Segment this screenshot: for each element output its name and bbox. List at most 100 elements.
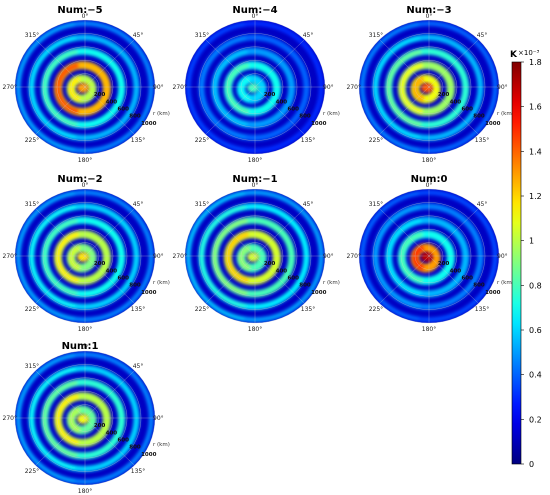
- radial-tick-label: 400: [276, 268, 288, 274]
- core-spot: [77, 83, 89, 93]
- angle-tick-label: 45°: [303, 201, 314, 208]
- radial-tick-label: 400: [106, 430, 118, 436]
- core-spot: [421, 83, 433, 93]
- ring-arc-3: [200, 205, 247, 308]
- grid-spoke: [35, 255, 86, 304]
- angle-tick-label: 135°: [131, 468, 145, 475]
- angle-tick-label: 225°: [25, 137, 39, 144]
- angle-tick-label: 45°: [133, 363, 144, 370]
- ring-arc-1: [55, 231, 80, 284]
- angle-tick-label: 225°: [195, 137, 209, 144]
- radial-axis-label: r (km): [153, 442, 170, 448]
- angle-tick-label: 225°: [369, 306, 383, 313]
- colorbar-scale: [511, 61, 522, 465]
- grid-spoke: [254, 208, 305, 257]
- ring-arc-2: [386, 49, 422, 127]
- angle-tick-label: 135°: [301, 137, 315, 144]
- ring-arc-3: [30, 367, 77, 470]
- radial-axis-label: r (km): [323, 280, 340, 286]
- panel-title: Num:−4: [232, 5, 277, 16]
- ring-arc-1: [399, 231, 424, 284]
- angle-tick-label: 135°: [131, 306, 145, 313]
- colorbar: 0 0.2 0.4 0.6 0.8 1 1.2 1.4 1.6 1.8 K ×10⁻³: [510, 49, 542, 469]
- angle-tick-label: 90°: [153, 84, 164, 91]
- ring-arc-2: [212, 49, 248, 127]
- grid-spoke: [428, 39, 479, 88]
- angle-tick-label: 180°: [422, 157, 436, 164]
- colorbar-tick-label: 0.6: [529, 326, 542, 335]
- ring-arc-2: [42, 49, 78, 127]
- grid-spoke: [379, 255, 430, 304]
- panel-title: Num:−5: [57, 5, 102, 16]
- radial-tick-label: 800: [129, 114, 141, 120]
- panel-title: Num:0: [411, 174, 448, 185]
- colorbar-tick-label: 1.8: [529, 58, 542, 67]
- polar-panel-3: Num:−20° 45° 90° 135° 180° 225° 270° 315° 200400…: [3, 174, 170, 333]
- radial-tick-label: 400: [106, 99, 118, 105]
- grid-spoke: [84, 417, 135, 466]
- radial-tick-label: 800: [299, 283, 311, 289]
- angle-tick-label: 270°: [3, 253, 17, 260]
- radial-tick-label: 400: [106, 268, 118, 274]
- polar-panel-1: Num:−40° 45° 90° 135° 180° 225° 270° 315° 200400…: [173, 5, 340, 164]
- grid-spoke: [205, 86, 256, 135]
- angle-tick-label: 180°: [248, 157, 262, 164]
- radial-tick-label: 200: [438, 92, 450, 98]
- radial-tick-label: 200: [438, 261, 450, 267]
- grid-spoke: [428, 86, 479, 135]
- angle-tick-label: 90°: [153, 253, 164, 260]
- radial-axis-label: r (km): [153, 111, 170, 117]
- colorbar-tick-label: 0: [529, 460, 534, 469]
- angle-tick-label: 315°: [369, 32, 383, 39]
- angle-tick-label: 270°: [347, 84, 361, 91]
- colorbar-tick-label: 0.4: [529, 371, 542, 380]
- radial-tick-label: 600: [117, 107, 129, 113]
- core-spot: [421, 252, 433, 262]
- angle-tick-label: 90°: [497, 253, 508, 260]
- radial-tick-label: 1000: [141, 290, 156, 296]
- radial-axis-label: r (km): [153, 280, 170, 286]
- radial-tick-label: 600: [117, 276, 129, 282]
- ring-arc-2: [42, 380, 78, 458]
- grid-spoke: [84, 255, 135, 304]
- grid-spoke: [428, 208, 479, 257]
- radial-tick-label: 800: [299, 114, 311, 120]
- grid-spoke: [84, 86, 135, 135]
- angle-tick-label: 180°: [78, 326, 92, 333]
- radial-tick-label: 400: [276, 99, 288, 105]
- grid-spoke: [379, 86, 430, 135]
- angle-tick-label: 225°: [25, 468, 39, 475]
- radial-tick-label: 600: [461, 107, 473, 113]
- radial-tick-label: 1000: [311, 290, 326, 296]
- core-spot: [247, 83, 259, 93]
- angle-tick-label: 180°: [422, 326, 436, 333]
- colorbar-tick-label: 1: [529, 237, 534, 246]
- grid-spoke: [379, 39, 430, 88]
- angle-tick-label: 315°: [25, 32, 39, 39]
- angle-tick-label: 0°: [252, 13, 259, 20]
- radial-tick-label: 600: [287, 276, 299, 282]
- angle-tick-label: 135°: [131, 137, 145, 144]
- angle-tick-label: 90°: [323, 253, 334, 260]
- angle-tick-label: 45°: [133, 201, 144, 208]
- angle-tick-label: 135°: [301, 306, 315, 313]
- grid-spoke: [254, 39, 305, 88]
- angle-tick-label: 270°: [173, 253, 187, 260]
- radial-tick-label: 600: [117, 438, 129, 444]
- radial-tick-label: 600: [287, 107, 299, 113]
- radial-tick-label: 800: [129, 445, 141, 451]
- grid-spoke: [84, 39, 135, 88]
- grid-spoke: [35, 208, 86, 257]
- ring-arc-1: [55, 393, 80, 446]
- grid-spoke: [205, 255, 256, 304]
- angle-tick-label: 180°: [78, 157, 92, 164]
- ring-arc-3: [374, 205, 421, 308]
- grid-spoke: [84, 208, 135, 257]
- angle-tick-label: 90°: [153, 415, 164, 422]
- angle-tick-label: 225°: [25, 306, 39, 313]
- colorbar-tick-label: 0.8: [529, 281, 542, 290]
- colorbar-tick-label: 1.2: [529, 192, 542, 201]
- angle-tick-label: 270°: [347, 253, 361, 260]
